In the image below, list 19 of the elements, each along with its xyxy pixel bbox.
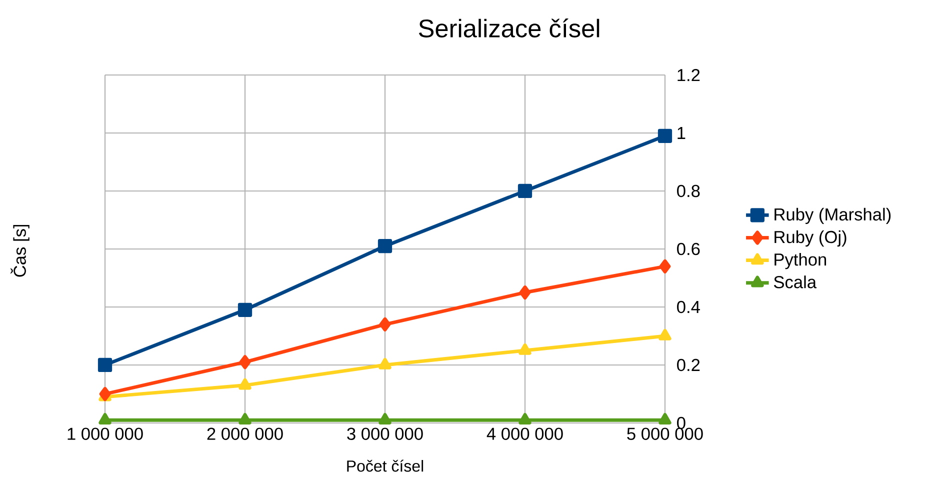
x-tick-label: 4 000 000 [486, 428, 563, 440]
y-tick-label: 1.2 [678, 68, 700, 82]
chart-title: Serializace čísel [418, 18, 600, 38]
y-tick-label: 0 [677, 416, 686, 430]
legend-label: Ruby (Oj) [774, 230, 846, 247]
x-axis-title: Počet čísel [347, 460, 424, 472]
legend-label: Scala [774, 276, 817, 288]
y-axis-title: Čas [s] [10, 224, 30, 277]
legend-label: Ruby (Marshal) [774, 208, 891, 224]
x-tick-label: 3 000 000 [347, 428, 423, 440]
y-tick-label: 0.8 [677, 184, 700, 198]
y-tick-label: 0.4 [677, 300, 700, 314]
x-tick-label: 5 000 000 [627, 428, 703, 440]
x-tick-label: 1 000 000 [68, 428, 143, 440]
y-tick-label: 0.6 [677, 242, 700, 256]
y-tick-label: 1 [678, 127, 686, 139]
x-tick-label: 2 000 000 [207, 428, 283, 440]
y-tick-label: 0.2 [677, 358, 700, 372]
legend-label: Python [774, 252, 826, 270]
